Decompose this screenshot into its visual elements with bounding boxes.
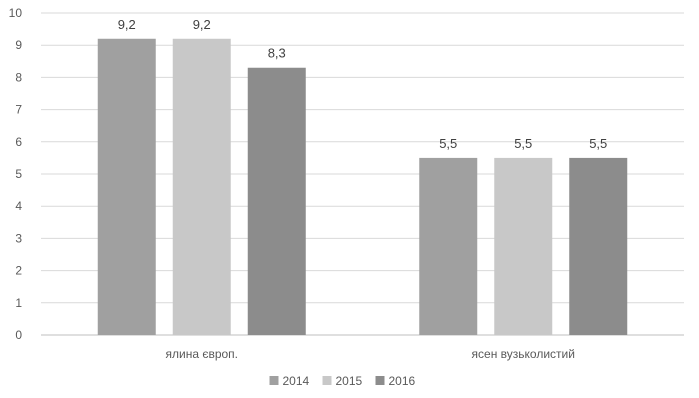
y-tick-label: 0 <box>15 328 22 342</box>
data-labels: 9,2 9,2 8,3 5,5 5,5 5,5 <box>118 17 608 151</box>
y-tick-label: 5 <box>15 167 22 181</box>
y-tick-label: 7 <box>15 103 22 117</box>
y-tick-label: 2 <box>15 264 22 278</box>
legend-swatch <box>375 376 385 385</box>
y-tick-label: 9 <box>15 38 22 52</box>
data-label: 5,5 <box>589 136 607 151</box>
data-label: 9,2 <box>118 17 136 32</box>
x-axis-categories: ялина європ. ясен вузьколистий <box>165 347 574 361</box>
y-axis-ticks: 0 1 2 3 4 5 6 7 8 9 10 <box>9 6 23 342</box>
bar-2014-1 <box>419 157 478 335</box>
legend-swatch <box>322 376 332 385</box>
y-tick-label: 6 <box>15 135 22 149</box>
data-label: 5,5 <box>439 136 457 151</box>
legend-item-2015: 2015 <box>322 374 363 388</box>
bar-2015-0 <box>172 38 231 335</box>
data-label: 5,5 <box>514 136 532 151</box>
y-tick-label: 10 <box>9 6 23 20</box>
y-tick-label: 1 <box>15 296 22 310</box>
legend-label: 2014 <box>283 374 310 388</box>
bar-2015-1 <box>494 157 553 335</box>
y-tick-label: 3 <box>15 231 22 245</box>
legend-label: 2015 <box>336 374 363 388</box>
bar-2014-0 <box>97 38 156 335</box>
legend-label: 2016 <box>389 374 416 388</box>
x-category-label: ясен вузьколистий <box>472 347 575 361</box>
data-label: 8,3 <box>268 46 286 61</box>
legend-item-2014: 2014 <box>269 374 310 388</box>
bars <box>97 38 628 336</box>
bar-2016-0 <box>247 67 306 336</box>
x-category-label: ялина європ. <box>165 347 238 361</box>
y-tick-label: 8 <box>15 70 22 84</box>
data-label: 9,2 <box>193 17 211 32</box>
legend: 2014 2015 2016 <box>269 374 416 388</box>
legend-swatch <box>269 376 279 385</box>
bar-2016-1 <box>569 157 628 335</box>
y-tick-label: 4 <box>15 199 22 213</box>
legend-item-2016: 2016 <box>375 374 416 388</box>
